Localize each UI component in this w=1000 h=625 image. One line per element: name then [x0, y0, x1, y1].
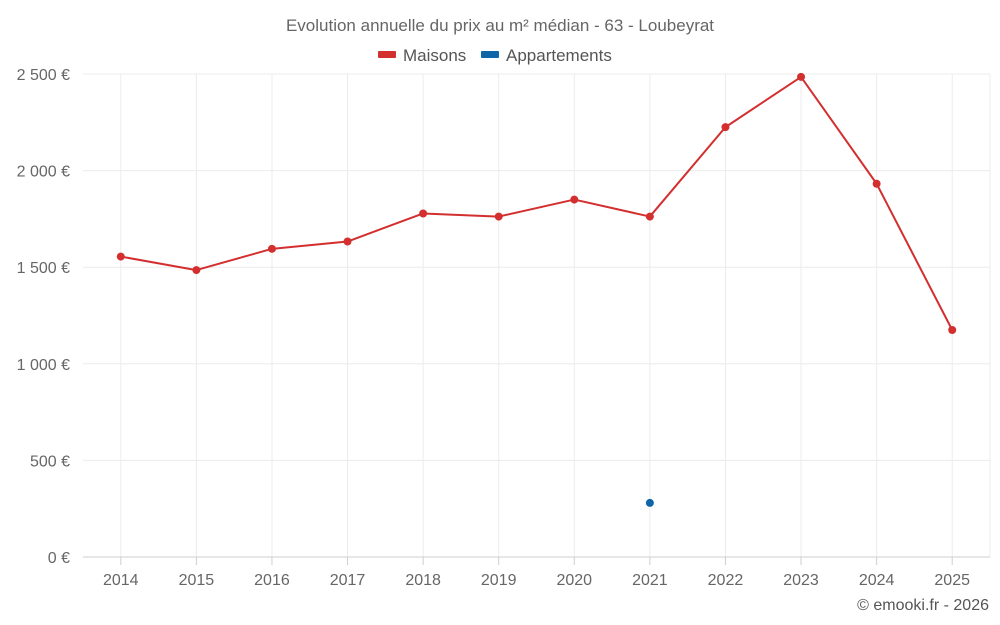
legend-label-maisons: Maisons: [403, 46, 466, 65]
data-point-appartements[interactable]: [645, 498, 654, 507]
data-point-maisons[interactable]: [721, 123, 730, 132]
data-point-maisons[interactable]: [494, 212, 503, 221]
x-tick-label: 2020: [556, 572, 592, 589]
credit-text: © emooki.fr - 2026: [857, 597, 989, 614]
y-tick-label: 2 000 €: [17, 164, 70, 181]
data-point-maisons[interactable]: [343, 237, 352, 246]
x-tick-label: 2016: [254, 572, 290, 589]
data-point-maisons[interactable]: [872, 179, 881, 188]
y-tick-label: 1 500 €: [17, 260, 70, 277]
x-tick-label: 2022: [708, 572, 744, 589]
data-point-maisons[interactable]: [192, 266, 201, 275]
data-point-maisons[interactable]: [267, 244, 276, 253]
series-appartements: [645, 498, 654, 507]
x-tick-label: 2015: [179, 572, 215, 589]
x-tick-label: 2019: [481, 572, 517, 589]
axes: 0 € 500 € 1 000 € 1 500 € 2 000 € 2 500 € 2014…: [17, 67, 990, 589]
x-tick-label: 2014: [103, 572, 139, 589]
data-point-maisons[interactable]: [419, 209, 428, 218]
legend-swatch-maisons: [378, 51, 396, 58]
x-tick-label: 2021: [632, 572, 668, 589]
data-point-maisons[interactable]: [570, 195, 579, 204]
data-point-maisons[interactable]: [948, 325, 957, 334]
legend-label-appartements: Appartements: [506, 46, 612, 65]
series-maisons: [116, 72, 957, 334]
series-line-maisons: [120, 75, 954, 331]
data-point-maisons[interactable]: [645, 212, 654, 221]
x-tick-label: 2024: [859, 572, 895, 589]
x-tick-label: 2025: [934, 572, 970, 589]
legend-swatch-appartements: [481, 51, 499, 58]
legend: Maisons Appartements: [378, 46, 612, 65]
data-series: [116, 72, 957, 507]
x-tick-label: 2018: [405, 572, 441, 589]
chart-title: Evolution annuelle du prix au m² médian …: [286, 16, 714, 35]
gridlines: [83, 73, 991, 557]
y-tick-label: 0 €: [48, 550, 70, 567]
y-tick-label: 1 000 €: [17, 357, 70, 374]
y-tick-label: 2 500 €: [17, 67, 70, 84]
y-tick-label: 500 €: [30, 453, 70, 470]
data-point-maisons[interactable]: [797, 72, 806, 81]
x-tick-label: 2017: [330, 572, 366, 589]
data-point-maisons[interactable]: [116, 252, 125, 261]
x-tick-label: 2023: [783, 572, 819, 589]
legend-item-maisons[interactable]: Maisons: [378, 46, 466, 65]
legend-item-appartements[interactable]: Appartements: [481, 46, 612, 65]
